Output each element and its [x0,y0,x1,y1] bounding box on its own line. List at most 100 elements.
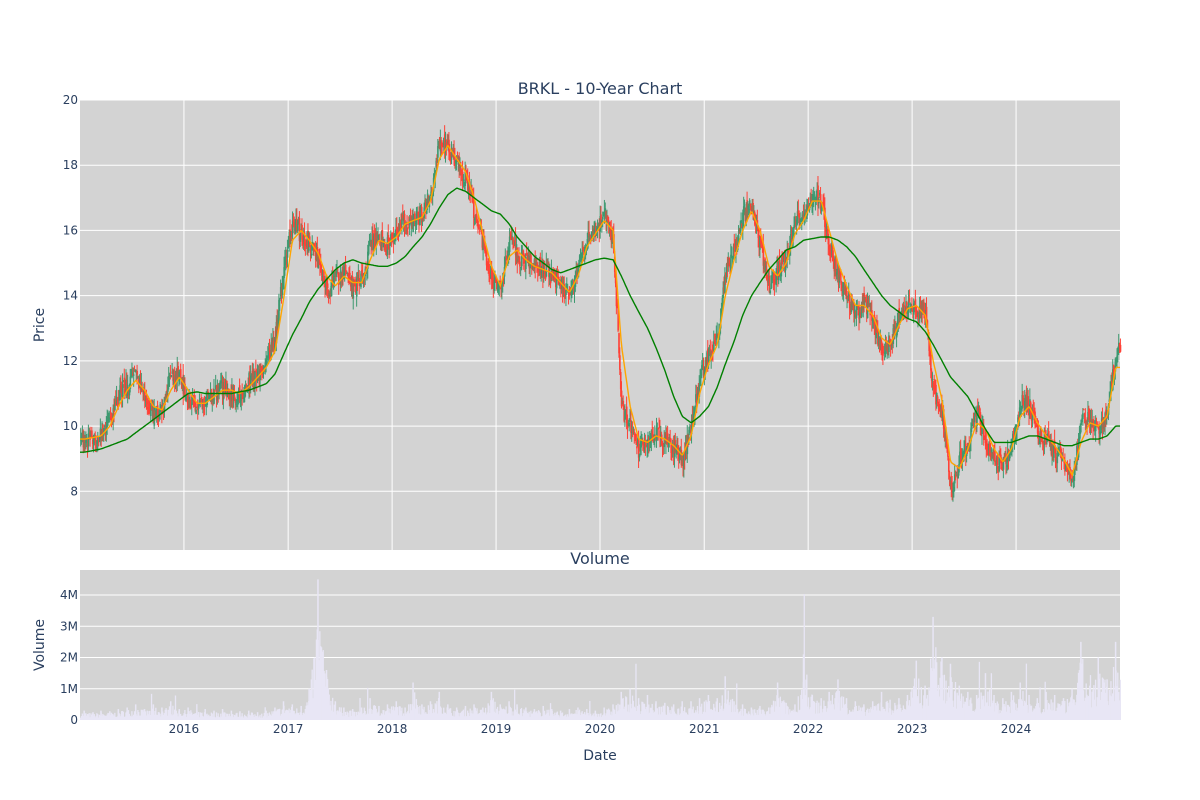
candle-body [332,277,335,282]
candle-body [825,226,828,229]
candle-body [928,340,930,351]
volume-bar [434,703,436,720]
candle-body [376,233,379,240]
volume-bar [883,708,885,720]
volume-bar [423,706,425,720]
volume-bar [689,708,691,720]
volume-bar [953,706,955,720]
candle-body [1111,380,1113,388]
candle-body [287,245,290,249]
candle-body [154,411,156,418]
candle-body [409,216,412,223]
volume-bar [167,715,169,720]
candle-body [272,336,274,342]
candle-body [341,269,344,279]
candle-body [620,390,623,407]
candle-body [802,213,805,218]
candle-body [624,411,626,420]
volume-bar-peak [386,704,389,720]
candle-body [270,342,273,357]
candle-body [874,325,877,335]
candle-body [813,196,815,198]
volume-bar [205,714,207,720]
volume-bar [382,710,384,720]
volume-bar [977,698,979,720]
volume-bar [637,705,639,720]
candle-body [842,291,844,293]
candle-body [390,236,393,239]
volume-bar [798,710,800,720]
volume-bar [634,707,636,720]
volume-bar [1013,702,1016,720]
candle-body [696,392,699,402]
volume-bar [696,706,699,720]
volume-bar [989,689,991,720]
candle-body [1030,418,1033,422]
volume-bar [1008,706,1010,720]
candle-body [1096,426,1099,428]
candle-body [253,371,256,384]
volume-bar [640,711,642,720]
volume-bar [856,711,858,720]
candle-body [818,192,821,196]
candle-body [533,259,536,269]
volume-bar-peak [351,709,354,720]
candle-body [848,293,850,301]
volume-bar [711,709,713,720]
volume-bar [512,711,514,720]
candle-body [767,279,770,283]
candle-body [402,214,404,219]
volume-bar [1000,710,1003,720]
candle-body [1087,411,1089,422]
candle-body [991,452,994,457]
candle-body [796,211,799,224]
candle-body [443,134,446,153]
candle-body [199,401,202,403]
volume-bar [449,708,451,720]
volume-bar-peak [152,704,155,720]
volume-bar [540,716,542,720]
x-tick-label: 2018 [377,722,408,736]
candle-body [693,414,696,417]
volume-bar-peak [117,709,120,720]
volume-bar [723,708,725,720]
volume-bar [1040,712,1042,720]
volume-bar [596,713,598,720]
volume-bar [262,716,265,720]
candle-body [320,264,322,273]
volume-bar [860,707,862,720]
volume-bar [1082,690,1085,720]
volume-bar [1110,681,1112,720]
candle-body [1118,343,1121,348]
volume-bar [1050,699,1052,720]
candle-body [544,272,547,280]
candle-body [136,370,138,375]
volume-bar-peak [577,707,579,720]
candle-body [590,235,592,239]
volume-bar [645,706,647,720]
candle-body [824,224,827,232]
candle-body [374,235,377,244]
volume-bar [867,712,869,720]
volume-bar [460,712,462,720]
volume-bar-peak [169,701,172,720]
candle-body [772,275,775,282]
volume-bar [1024,702,1027,720]
moving-averages [80,144,1120,477]
candle-body [609,225,612,234]
candle-body [647,434,649,447]
candle-body [553,271,555,277]
volume-bar [110,712,113,720]
volume-bar-peak [776,682,779,720]
candle-body [726,262,729,267]
candle-body [1064,460,1066,472]
candle-body [1033,411,1036,415]
volume-bar [498,710,500,720]
volume-bar [426,714,429,720]
candle-body [1095,422,1098,425]
candle-body [537,268,540,272]
candle-body [217,385,220,392]
volume-bar [1112,693,1114,720]
candle-body [450,151,453,158]
candle-body [205,402,208,407]
